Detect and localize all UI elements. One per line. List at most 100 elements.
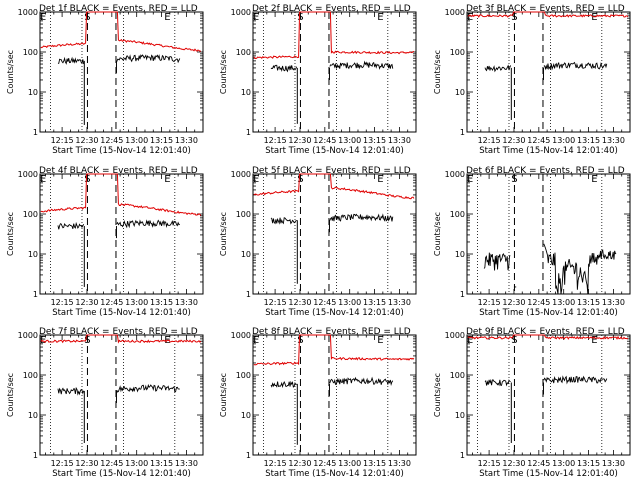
panel-title: Det 4f BLACK = Events, RED = LLD (39, 166, 198, 176)
x-tick-label: 13:30 (602, 298, 625, 307)
event-marker-S: S (511, 12, 517, 23)
event-marker-E: E (253, 335, 259, 346)
series-line-events (270, 217, 297, 225)
series-line-events (270, 380, 297, 389)
x-tick-label: 12:45 (100, 459, 123, 468)
x-tick-label: 12:30 (502, 136, 525, 145)
x-tick-label: 12:45 (100, 298, 123, 307)
y-tick-label: 1000 (18, 170, 38, 179)
series-line-events (543, 375, 608, 385)
panel-det-4f: Det 4f BLACK = Events, RED = LLD 1 10 100 10… (6, 166, 204, 318)
x-tick-label: 12:45 (313, 298, 336, 307)
x-tick-label: 13:15 (363, 298, 386, 307)
plot-frame (252, 11, 417, 133)
series-line-lld (467, 334, 629, 340)
event-marker-E: E (164, 174, 170, 185)
panel-det-6f: Det 6f BLACK = Events, RED = LLD 1 10 100 10… (433, 166, 631, 318)
y-tick-label: 100 (236, 48, 251, 57)
series-line-events (116, 219, 181, 229)
x-tick-label: 13:15 (577, 298, 600, 307)
series-line-events (116, 54, 181, 64)
series-line-lld (253, 334, 415, 366)
x-tick-label: 12:15 (478, 136, 501, 145)
x-tick-label: 13:00 (552, 298, 575, 307)
event-marker-E: E (377, 12, 383, 23)
x-tick-label: 13:00 (338, 459, 361, 468)
x-tick-label: 12:45 (100, 136, 123, 145)
y-tick-label: 10 (28, 88, 38, 97)
x-tick-label: 13:15 (150, 136, 173, 145)
y-tick-label: 1 (33, 451, 38, 460)
event-marker-S: S (297, 12, 303, 23)
event-marker-S: S (84, 12, 90, 23)
x-tick-label: 13:00 (552, 459, 575, 468)
event-marker-S: S (297, 174, 303, 185)
x-tick-label: 13:15 (150, 459, 173, 468)
y-tick-label: 10 (455, 411, 465, 420)
x-axis-label: Start Time (15-Nov-14 12:01:40) (479, 146, 618, 156)
y-axis-label: Counts/sec (219, 373, 228, 417)
y-tick-label: 100 (450, 210, 465, 219)
plot-frame (466, 173, 631, 295)
x-tick-label: 13:30 (175, 459, 198, 468)
y-tick-label: 100 (236, 371, 251, 380)
plot-frame (252, 334, 417, 456)
x-tick-label: 12:30 (75, 298, 98, 307)
event-marker-E: E (591, 335, 597, 346)
y-axis-label: Counts/sec (6, 212, 15, 256)
series-line-events (329, 60, 394, 70)
y-axis-label: Counts/sec (219, 212, 228, 256)
plot-frame (466, 11, 631, 133)
event-marker-E: E (164, 12, 170, 23)
x-tick-label: 13:15 (577, 459, 600, 468)
event-marker-S: S (84, 174, 90, 185)
y-axis-label: Counts/sec (219, 50, 228, 94)
series-line-events (57, 386, 85, 396)
panel-det-5f: Det 5f BLACK = Events, RED = LLD 1 10 100 10… (219, 166, 417, 318)
y-tick-label: 1000 (445, 331, 465, 340)
event-marker-E: E (467, 12, 473, 23)
event-marker-E: E (591, 174, 597, 185)
series-line-events (329, 376, 394, 387)
event-marker-E: E (591, 12, 597, 23)
y-axis-label: Counts/sec (6, 50, 15, 94)
y-tick-label: 100 (450, 48, 465, 57)
series-line-events (484, 378, 511, 387)
y-tick-label: 1 (246, 451, 251, 460)
panel-title: Det 9f BLACK = Events, RED = LLD (466, 327, 625, 337)
y-tick-label: 100 (236, 210, 251, 219)
x-tick-label: 12:30 (502, 298, 525, 307)
x-tick-label: 13:15 (363, 459, 386, 468)
x-tick-label: 12:15 (478, 298, 501, 307)
panel-det-9f: Det 9f BLACK = Events, RED = LLD 1 10 100 10… (433, 327, 631, 479)
panel-title: Det 5f BLACK = Events, RED = LLD (252, 166, 411, 176)
event-marker-E: E (40, 335, 46, 346)
x-tick-label: 13:00 (125, 459, 148, 468)
event-marker-S: S (297, 335, 303, 346)
series-line-lld (253, 11, 415, 60)
y-tick-label: 1 (246, 290, 251, 299)
y-tick-label: 1 (460, 290, 465, 299)
y-tick-label: 10 (241, 88, 251, 97)
series-line-events (484, 64, 512, 73)
y-tick-label: 100 (450, 371, 465, 380)
panel-title: Det 7f BLACK = Events, RED = LLD (39, 327, 198, 337)
x-tick-label: 13:30 (388, 459, 411, 468)
x-tick-label: 12:30 (288, 136, 311, 145)
x-tick-label: 12:45 (313, 136, 336, 145)
event-marker-S: S (84, 335, 90, 346)
y-tick-label: 10 (241, 411, 251, 420)
series-line-events (543, 243, 617, 295)
x-tick-label: 13:30 (388, 136, 411, 145)
panel-det-1f: Det 1f BLACK = Events, RED = LLD 1 10 100 10… (6, 4, 204, 156)
x-tick-label: 12:30 (75, 459, 98, 468)
y-tick-label: 1000 (445, 170, 465, 179)
plot-frame (39, 11, 204, 133)
x-tick-label: 13:30 (602, 136, 625, 145)
y-tick-label: 1000 (231, 331, 251, 340)
event-marker-E: E (253, 174, 259, 185)
y-axis-label: Counts/sec (6, 373, 15, 417)
series-line-lld (253, 173, 415, 200)
y-axis-label: Counts/sec (433, 373, 442, 417)
